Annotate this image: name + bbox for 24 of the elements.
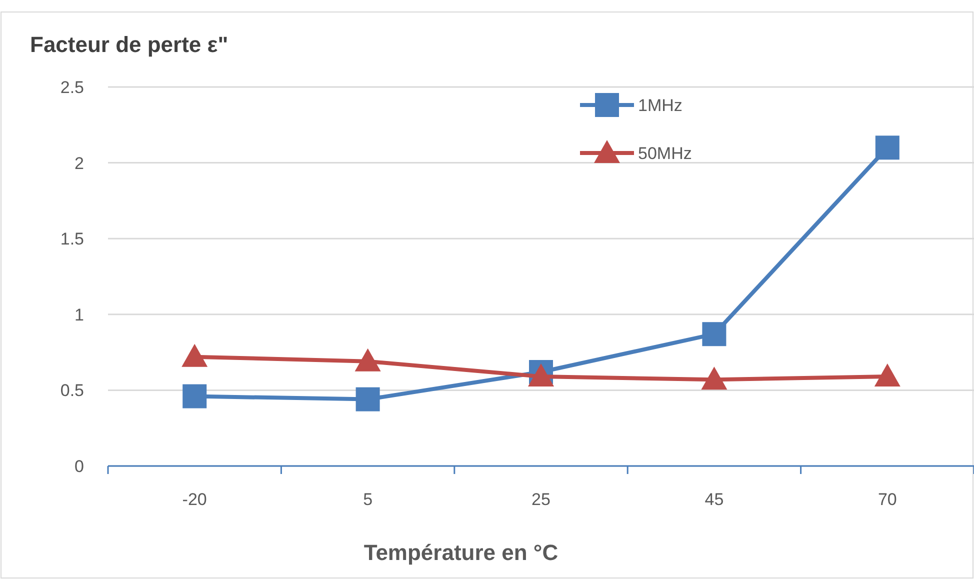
y-tick-label: 1.5 bbox=[60, 230, 84, 249]
chart-title: Facteur de perte ε" bbox=[30, 32, 228, 57]
legend-label: 1MHz bbox=[638, 96, 682, 115]
point bbox=[528, 364, 554, 387]
x-tick-label: 45 bbox=[704, 490, 724, 509]
y-tick-label: 0.5 bbox=[60, 381, 84, 400]
y-tick-label: 2 bbox=[74, 154, 84, 173]
point bbox=[701, 366, 728, 390]
point bbox=[702, 322, 726, 346]
x-tick-label: 5 bbox=[363, 490, 373, 509]
y-tick-label: 1 bbox=[74, 305, 84, 324]
point bbox=[354, 348, 381, 372]
point bbox=[182, 384, 207, 408]
point bbox=[875, 136, 900, 160]
point bbox=[874, 364, 900, 387]
x-axis-title: Température en °C bbox=[364, 540, 558, 565]
point bbox=[182, 344, 208, 367]
y-tick-label: 0 bbox=[74, 457, 84, 476]
x-tick-label: 25 bbox=[532, 490, 550, 509]
x-tick-label: 70 bbox=[878, 490, 897, 509]
point bbox=[356, 387, 380, 412]
y-tick-label: 2.5 bbox=[60, 78, 84, 97]
legend-label: 50MHz bbox=[638, 144, 692, 163]
x-tick-label: -20 bbox=[182, 490, 207, 509]
